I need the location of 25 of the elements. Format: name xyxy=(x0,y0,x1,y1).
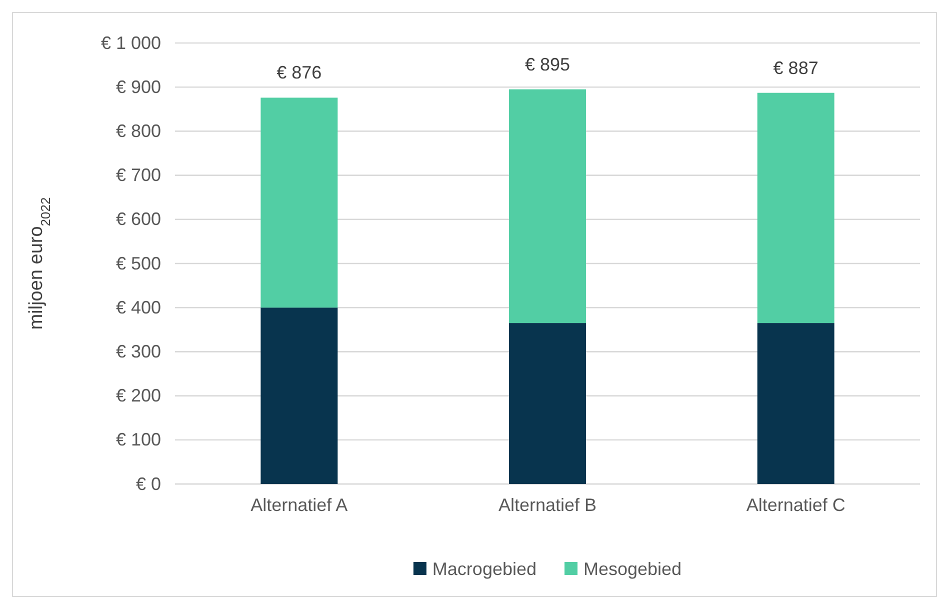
y-tick-label: € 500 xyxy=(116,253,161,274)
bar xyxy=(757,323,834,484)
x-tick-label: Alternatief C xyxy=(746,494,846,515)
total-label: € 887 xyxy=(773,58,818,78)
y-tick-label: € 1 000 xyxy=(100,32,161,53)
bar xyxy=(260,98,338,308)
bar xyxy=(509,89,586,324)
total-label: € 876 xyxy=(276,62,322,83)
legend-label: Mesogebied xyxy=(583,559,682,579)
y-tick-label: € 100 xyxy=(116,430,161,450)
y-tick-label: € 200 xyxy=(116,386,161,406)
bar xyxy=(260,308,338,484)
legend-label: Macrogebied xyxy=(432,559,536,579)
bar xyxy=(757,92,834,324)
y-tick-label: € 600 xyxy=(116,209,161,230)
y-tick-label: € 800 xyxy=(116,120,161,141)
y-tick-label: € 400 xyxy=(116,297,161,318)
bar xyxy=(509,323,586,484)
y-tick-label: € 0 xyxy=(136,474,161,494)
y-tick-label: € 900 xyxy=(116,76,161,97)
y-tick-label: € 700 xyxy=(116,165,161,186)
x-tick-label: Alternatief A xyxy=(250,494,348,515)
total-label: € 895 xyxy=(524,54,570,74)
x-tick-label: Alternatief B xyxy=(498,494,597,515)
y-tick-label: € 300 xyxy=(116,341,161,362)
